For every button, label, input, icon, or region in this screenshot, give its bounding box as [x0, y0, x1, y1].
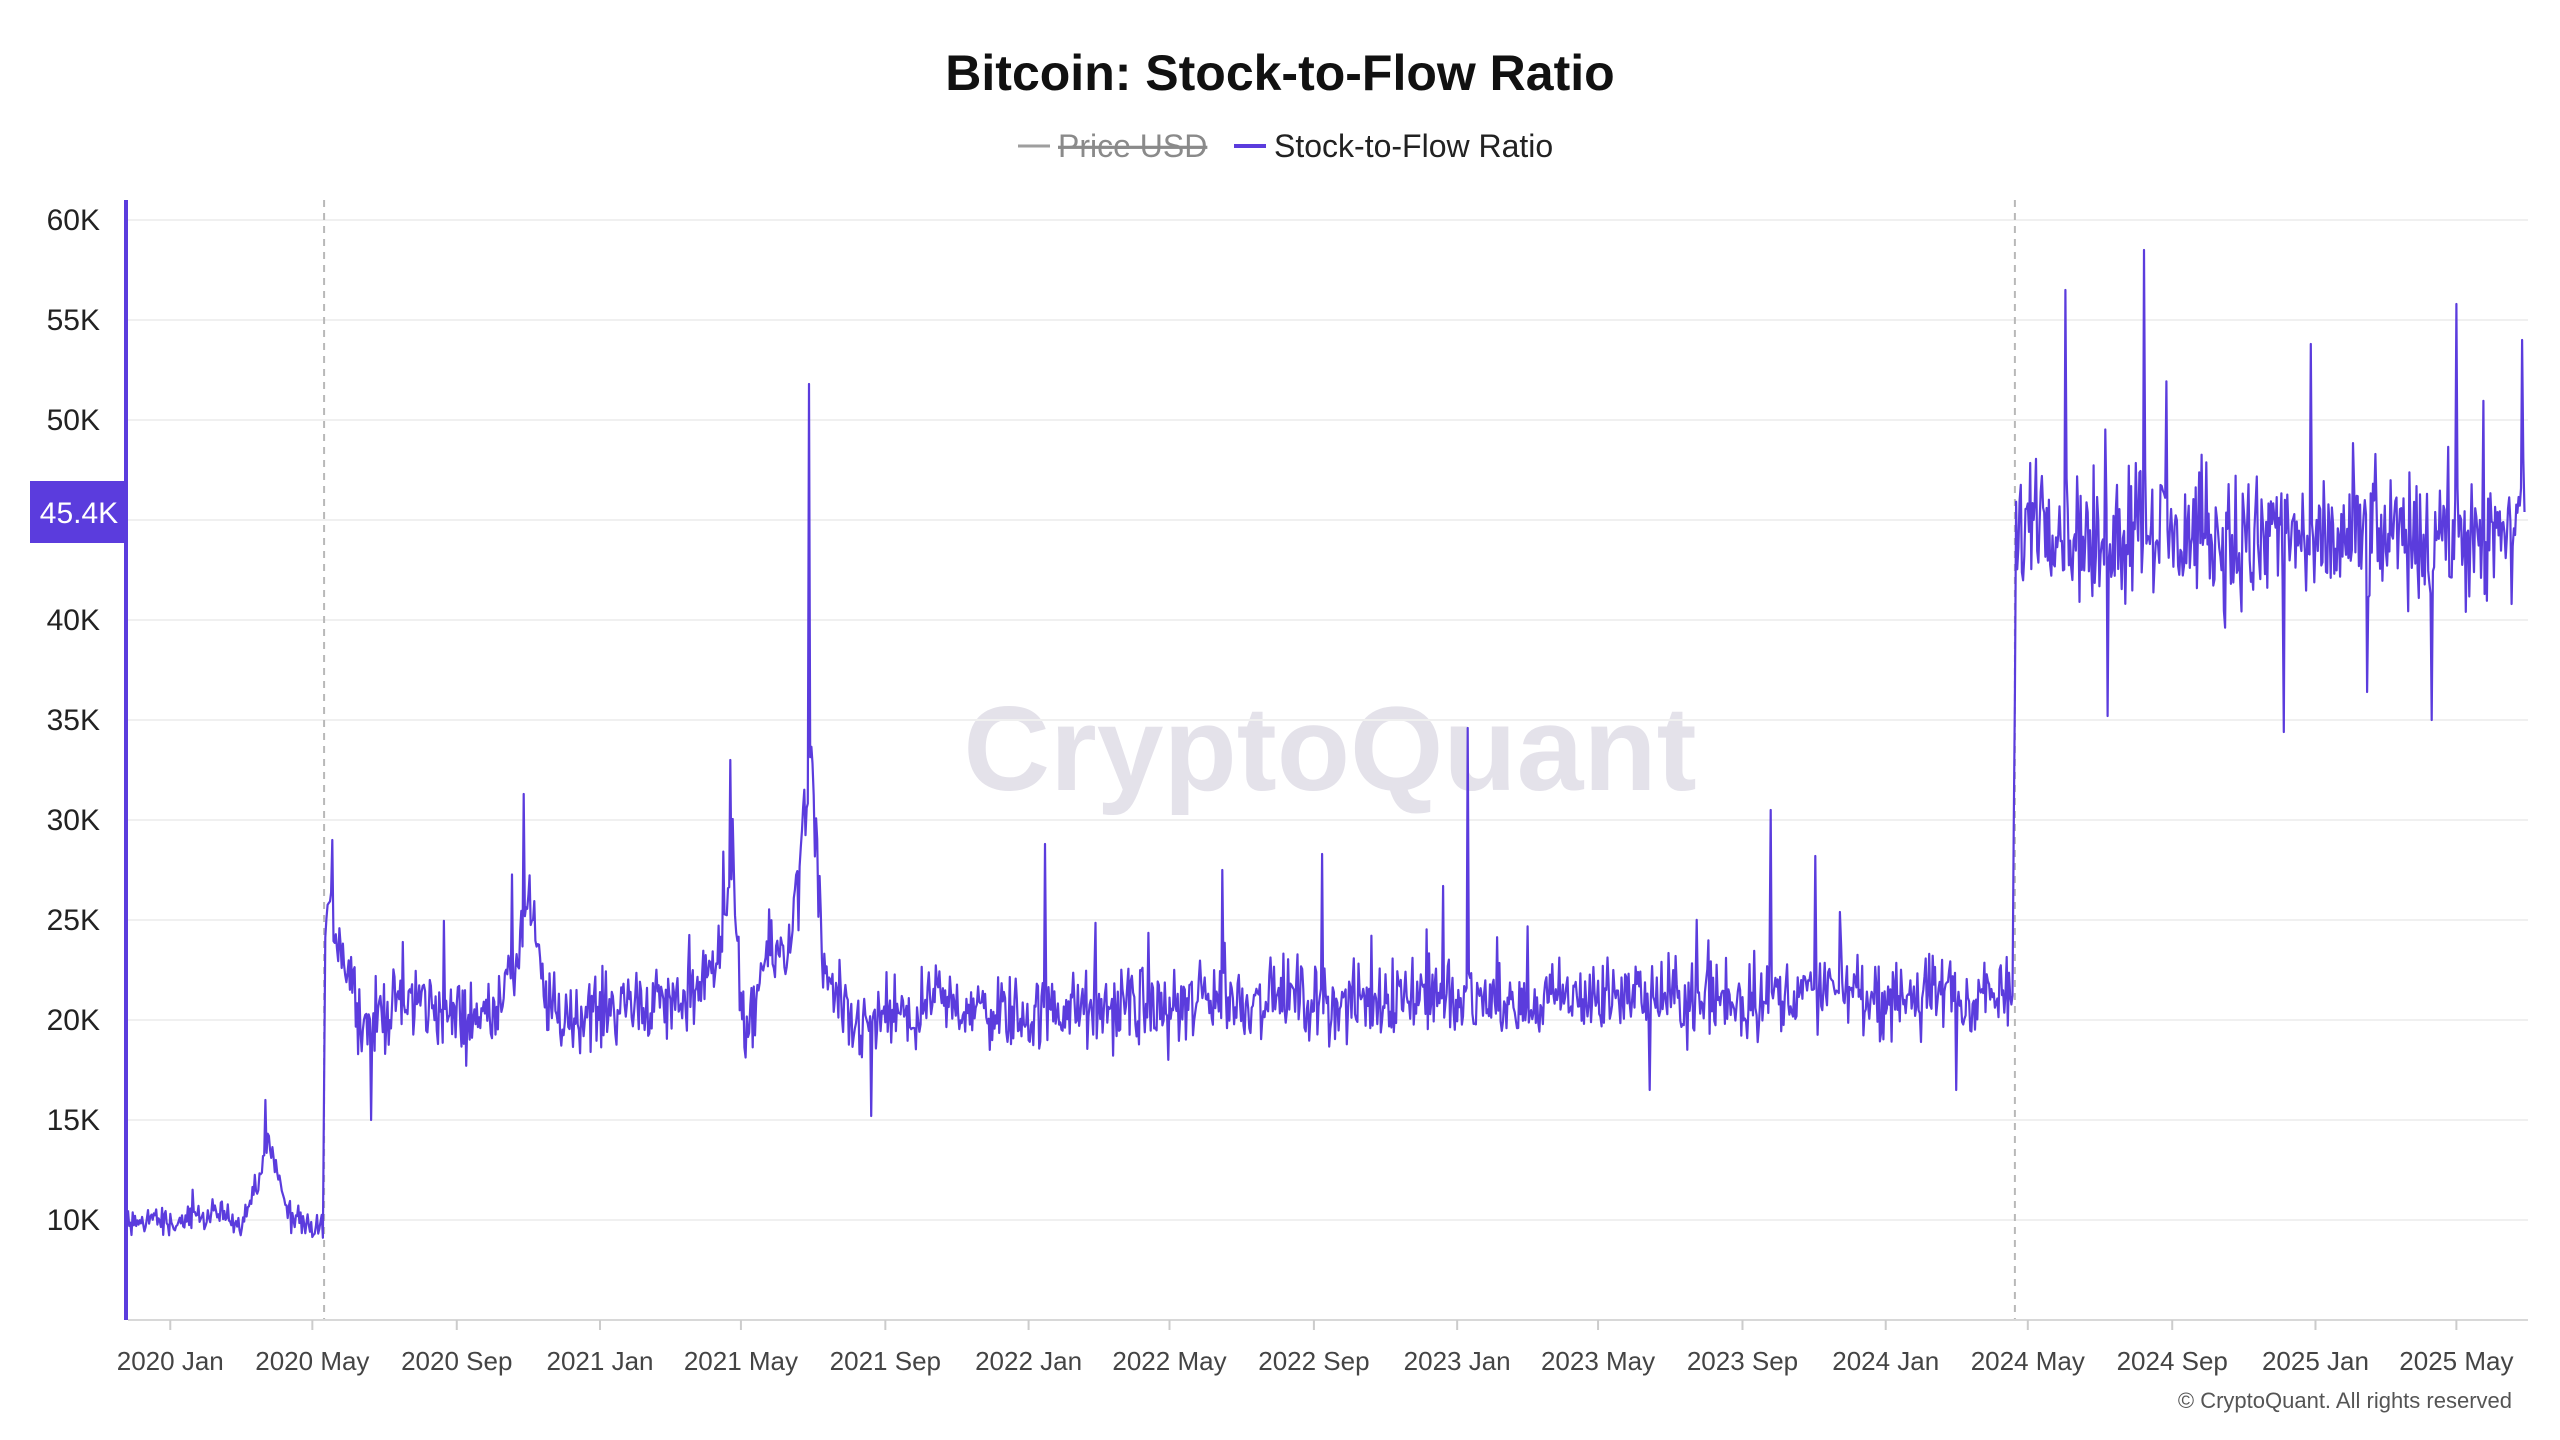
grid-lines: [128, 219, 2528, 1221]
current-value-badge-bg: [30, 481, 128, 543]
x-tick-label: 2020 May: [255, 1346, 369, 1376]
chart-title: Bitcoin: Stock-to-Flow Ratio: [945, 45, 1614, 101]
y-tick-label: 50K: [47, 404, 100, 437]
y-tick-label: 20K: [47, 1004, 100, 1037]
y-tick-label: 30K: [47, 804, 100, 837]
y-tick-label: 60K: [47, 204, 100, 237]
x-tick-label: 2022 May: [1112, 1346, 1226, 1376]
x-tick-label: 2020 Jan: [117, 1346, 224, 1376]
y-tick-label: 55K: [47, 304, 100, 337]
x-tick-label: 2023 Sep: [1687, 1346, 1798, 1376]
y-tick-label: 10K: [47, 1204, 100, 1237]
legend-item-sf-ratio[interactable]: Stock-to-Flow Ratio: [1234, 128, 1553, 164]
legend: Price USD Stock-to-Flow Ratio: [1018, 128, 1553, 164]
x-tick-label: 2025 May: [2399, 1346, 2513, 1376]
x-tick-label: 2025 Jan: [2262, 1346, 2369, 1376]
x-tick-label: 2024 May: [1971, 1346, 2085, 1376]
copyright-notice: © CryptoQuant. All rights reserved: [2178, 1388, 2512, 1413]
legend-item-price[interactable]: Price USD: [1018, 128, 1207, 164]
legend-label-price: Price USD: [1058, 128, 1207, 164]
x-tick-label: 2024 Sep: [2117, 1346, 2228, 1376]
y-tick-label: 25K: [47, 904, 100, 937]
y-tick-label: 40K: [47, 604, 100, 637]
x-tick-label: 2023 May: [1541, 1346, 1655, 1376]
x-tick-label: 2021 Sep: [830, 1346, 941, 1376]
x-tick-label: 2021 May: [684, 1346, 798, 1376]
legend-label-sf-ratio: Stock-to-Flow Ratio: [1274, 128, 1553, 164]
y-tick-label: 35K: [47, 704, 100, 737]
axes: [124, 200, 2528, 1321]
x-tick-label: 2020 Sep: [401, 1346, 512, 1376]
current-value-label: 45.4K: [40, 497, 118, 530]
x-tick-label: 2022 Jan: [975, 1346, 1082, 1376]
y-tick-label: 15K: [47, 1104, 100, 1137]
series-layer: [126, 248, 2526, 1239]
x-axis-ticks: 2020 Jan 2020 May 2020 Sep 2021 Jan 2021 May…: [117, 1320, 2513, 1376]
y-axis-ticks: 10K15K20K25K30K35K40K45K50K55K60K: [47, 204, 100, 1237]
x-tick-label: 2024 Jan: [1832, 1346, 1939, 1376]
series-line-sf-ratio: [126, 248, 2526, 1239]
x-tick-label: 2023 Jan: [1404, 1346, 1511, 1376]
x-tick-label: 2022 Sep: [1258, 1346, 1369, 1376]
watermark-logo: CryptoQuant: [963, 682, 1696, 816]
current-value-badge: 45.4K: [30, 481, 128, 543]
x-tick-label: 2021 Jan: [547, 1346, 654, 1376]
